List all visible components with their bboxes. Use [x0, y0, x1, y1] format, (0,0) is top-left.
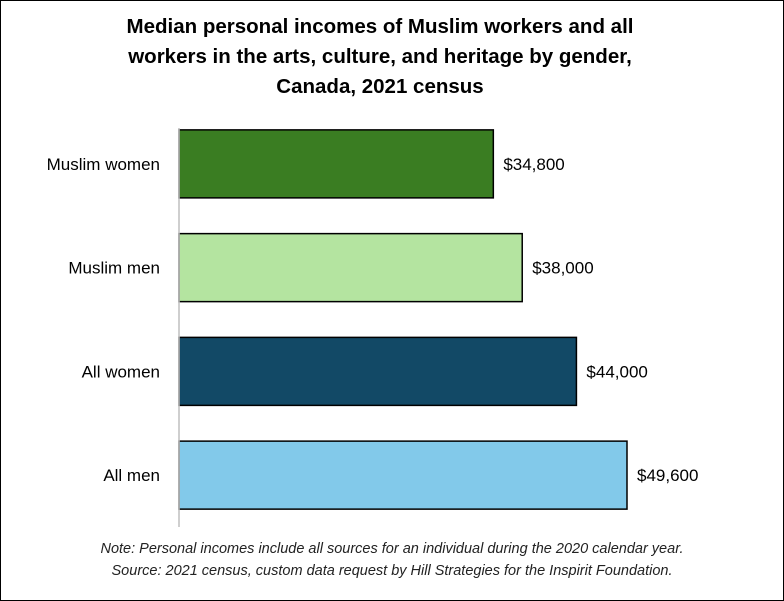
category-label-muslim-men: Muslim men: [68, 259, 160, 278]
data-label-all-women: $44,000: [586, 362, 647, 381]
chart-title-line-3: Canada, 2021 census: [276, 75, 484, 98]
data-label-all-men: $49,600: [637, 466, 698, 485]
data-label-muslim-women: $34,800: [503, 155, 564, 174]
chart-notes: Note: Personal incomes include all sourc…: [0, 538, 784, 582]
bar-muslim-women: [178, 129, 495, 199]
chart-title-line-1: Median personal incomes of Muslim worker…: [126, 15, 634, 38]
bar-all-women: [178, 336, 578, 407]
bar-muslim-men: [178, 232, 523, 303]
chart-title: Median personal incomes of Muslim worker…: [60, 12, 700, 102]
category-label-all-men: All men: [103, 466, 160, 485]
source-text: Source: 2021 census, custom data request…: [111, 563, 673, 579]
category-label-muslim-women: Muslim women: [47, 155, 160, 174]
bar-all-men: [178, 440, 628, 510]
chart-title-line-2: workers in the arts, culture, and herita…: [128, 45, 632, 68]
data-label-muslim-men: $38,000: [532, 259, 593, 278]
category-label-all-women: All women: [82, 362, 160, 381]
note-text: Note: Personal incomes include all sourc…: [100, 541, 684, 557]
